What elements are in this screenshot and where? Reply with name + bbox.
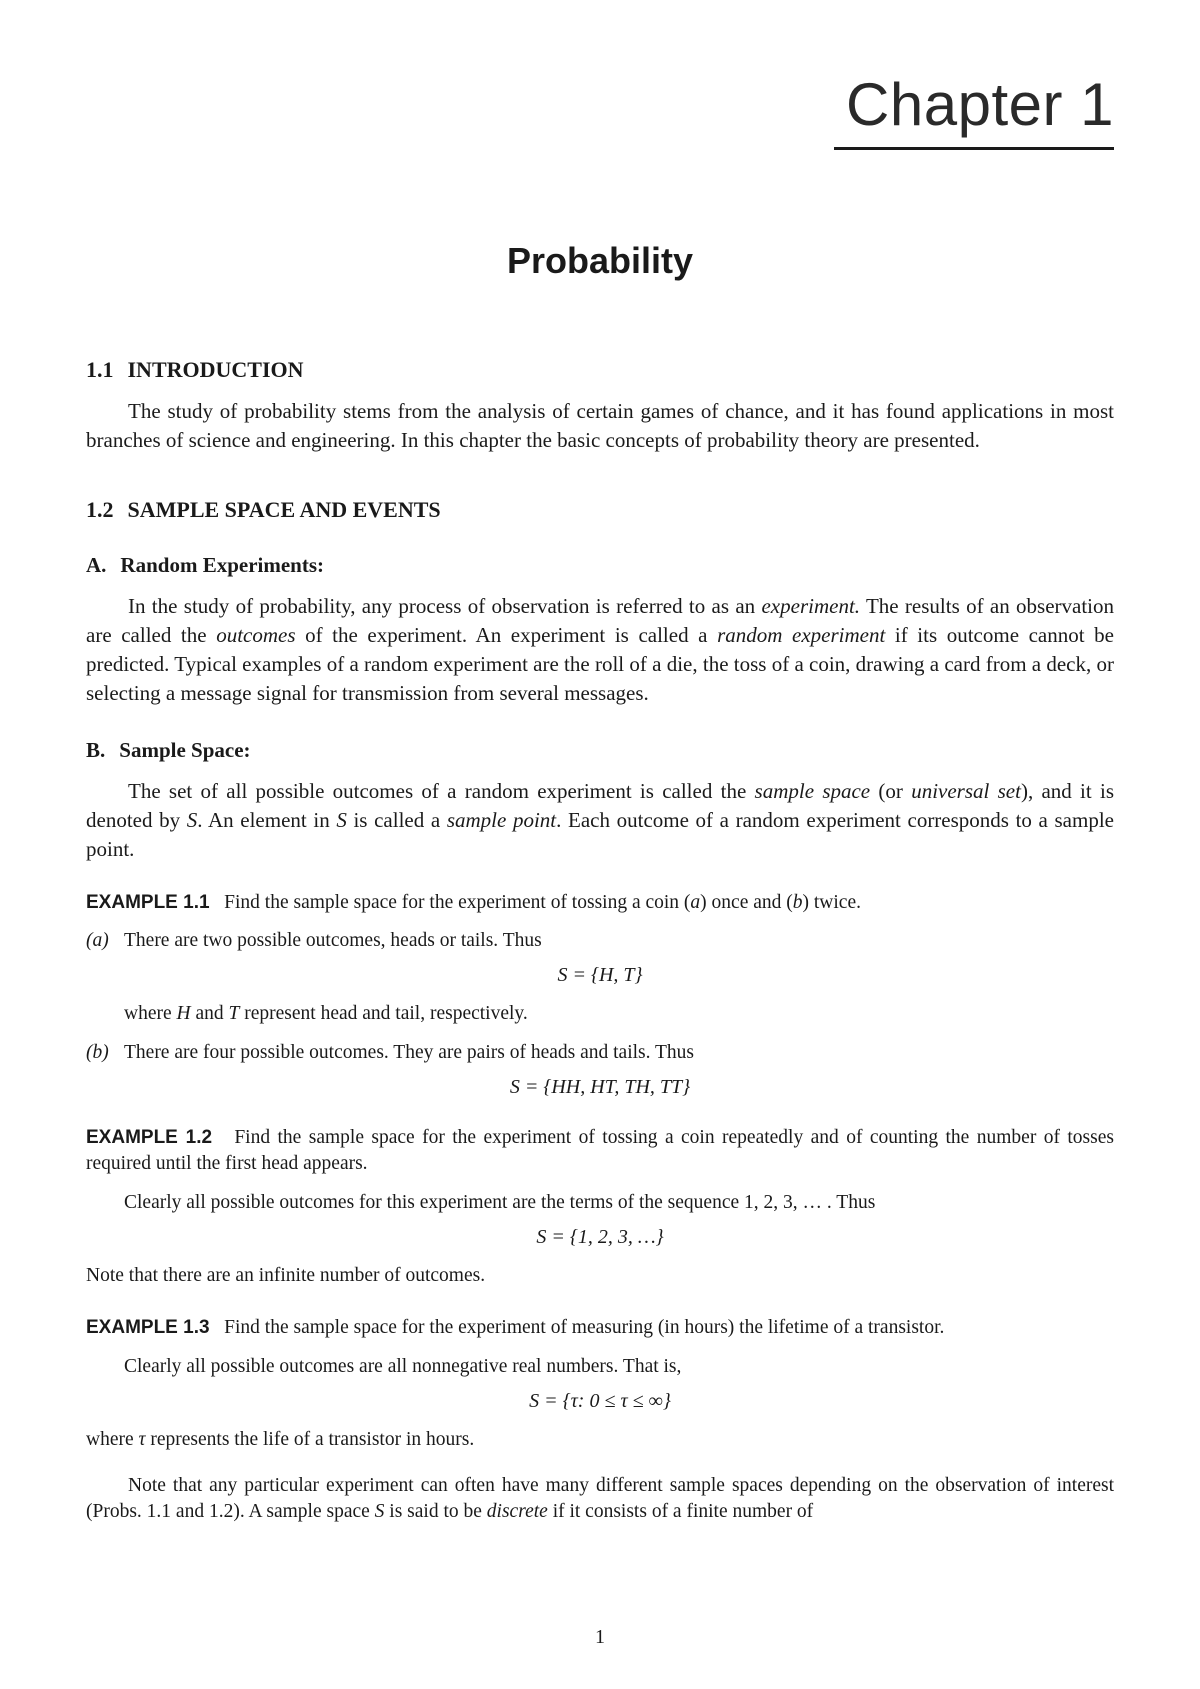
subsection-letter: B. bbox=[86, 738, 105, 762]
list-content: There are two possible outcomes, heads o… bbox=[124, 928, 1114, 954]
subsection-title: Sample Space: bbox=[119, 738, 250, 762]
example-label: EXAMPLE 1.3 bbox=[86, 1317, 210, 1338]
section-number: 1.2 bbox=[86, 497, 114, 522]
ex1a-followup: where H and T represent head and tail, r… bbox=[124, 1001, 1114, 1027]
equation-ex3: S = {τ: 0 ≤ τ ≤ ∞} bbox=[86, 1390, 1114, 1413]
example-label: EXAMPLE 1.2 bbox=[86, 1127, 212, 1148]
chapter-title: Probability bbox=[86, 240, 1114, 282]
page-number: 1 bbox=[595, 1626, 605, 1649]
equation-ex1b: S = {HH, HT, TH, TT} bbox=[86, 1076, 1114, 1099]
equation-ex2: S = {1, 2, 3, …} bbox=[86, 1226, 1114, 1249]
section-number: 1.1 bbox=[86, 357, 114, 382]
example-1-1-b: (b) There are four possible outcomes. Th… bbox=[86, 1040, 1114, 1066]
section-title: SAMPLE SPACE AND EVENTS bbox=[128, 497, 441, 522]
ex2-body: Clearly all possible outcomes for this e… bbox=[86, 1190, 1114, 1216]
ex3-note: where τ represents the life of a transis… bbox=[86, 1427, 1114, 1453]
subsection-b-text: The set of all possible outcomes of a ra… bbox=[86, 777, 1114, 864]
ex2-note: Note that there are an infinite number o… bbox=[86, 1263, 1114, 1289]
list-marker-a: (a) bbox=[86, 928, 124, 954]
section-title: INTRODUCTION bbox=[128, 357, 304, 382]
section-1-1-heading: 1.1 INTRODUCTION bbox=[86, 357, 1114, 383]
list-marker-b: (b) bbox=[86, 1040, 124, 1066]
example-label: EXAMPLE 1.1 bbox=[86, 892, 210, 913]
subsection-a-heading: A. Random Experiments: bbox=[86, 553, 1114, 578]
chapter-header: Chapter 1 bbox=[86, 70, 1114, 150]
subsection-b-heading: B. Sample Space: bbox=[86, 738, 1114, 763]
intro-paragraph: The study of probability stems from the … bbox=[86, 397, 1114, 455]
section-1-2-heading: 1.2 SAMPLE SPACE AND EVENTS bbox=[86, 497, 1114, 523]
ex3-body: Clearly all possible outcomes are all no… bbox=[86, 1354, 1114, 1380]
subsection-letter: A. bbox=[86, 553, 106, 577]
example-1-1-a: (a) There are two possible outcomes, hea… bbox=[86, 928, 1114, 954]
chapter-label: Chapter 1 bbox=[834, 70, 1114, 150]
subsection-title: Random Experiments: bbox=[120, 553, 324, 577]
list-content: There are four possible outcomes. They a… bbox=[124, 1040, 1114, 1066]
equation-ex1a: S = {H, T} bbox=[86, 964, 1114, 987]
example-1-2: EXAMPLE 1.2 Find the sample space for th… bbox=[86, 1125, 1114, 1178]
final-paragraph: Note that any particular experiment can … bbox=[86, 1473, 1114, 1526]
example-1-1: EXAMPLE 1.1 Find the sample space for th… bbox=[86, 890, 1114, 916]
example-1-3: EXAMPLE 1.3 Find the sample space for th… bbox=[86, 1315, 1114, 1341]
subsection-a-text: In the study of probability, any process… bbox=[86, 592, 1114, 708]
